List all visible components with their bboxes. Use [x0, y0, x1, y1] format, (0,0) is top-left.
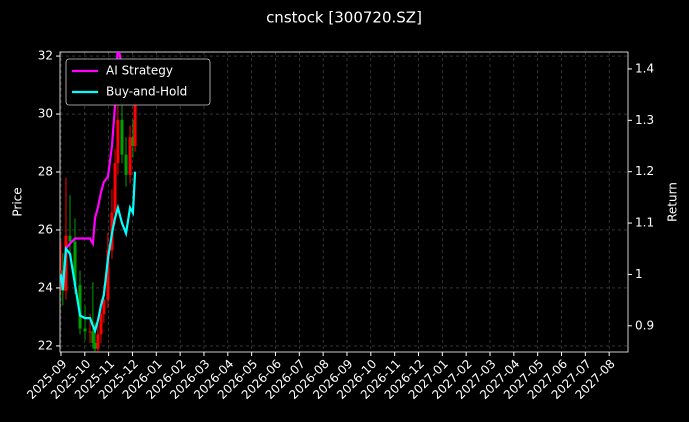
candle-body: [120, 119, 124, 155]
y-tick-label: 22: [38, 338, 53, 352]
candle-body: [60, 270, 63, 274]
candle-body: [133, 105, 137, 146]
y2-tick-label: 1.1: [635, 216, 654, 230]
y2-axis-label: Return: [666, 182, 680, 222]
candle-body: [124, 154, 128, 175]
candle-body: [73, 241, 77, 286]
y-tick-label: 26: [38, 222, 53, 236]
y2-tick-label: 1: [635, 267, 643, 281]
y2-tick-label: 0.9: [635, 318, 654, 332]
candle-body: [131, 137, 135, 146]
candle-body: [68, 235, 72, 242]
y-tick-label: 32: [38, 49, 53, 63]
y2-tick-label: 1.2: [635, 164, 654, 178]
legend-label: Buy-and-Hold: [106, 85, 187, 99]
candle-body: [91, 331, 95, 344]
candle-body: [106, 250, 110, 300]
candle-body: [99, 314, 103, 335]
candle-body: [113, 163, 117, 213]
legend-box: [65, 58, 211, 106]
candle-body: [93, 343, 97, 349]
candle-body: [128, 137, 132, 175]
line-series: [60, 171, 137, 335]
candle-body: [88, 331, 92, 333]
y-axis-label: Price: [11, 187, 25, 216]
y-tick-label: 24: [38, 280, 53, 294]
plot-area: [60, 52, 137, 352]
candle-body: [102, 299, 106, 315]
candle-body: [96, 334, 100, 349]
y-tick-label: 28: [38, 165, 53, 179]
y2-tick-label: 1.4: [635, 61, 654, 75]
legend-label: AI Strategy: [106, 64, 173, 78]
y-tick-label: 30: [38, 107, 53, 121]
candle-body: [78, 285, 82, 329]
candle-body: [116, 119, 120, 164]
y2-tick-label: 1.3: [635, 113, 654, 127]
plot-frame: [59, 51, 629, 353]
chart-title: cnstock [300720.SZ]: [266, 9, 422, 27]
candle-body: [83, 328, 87, 332]
